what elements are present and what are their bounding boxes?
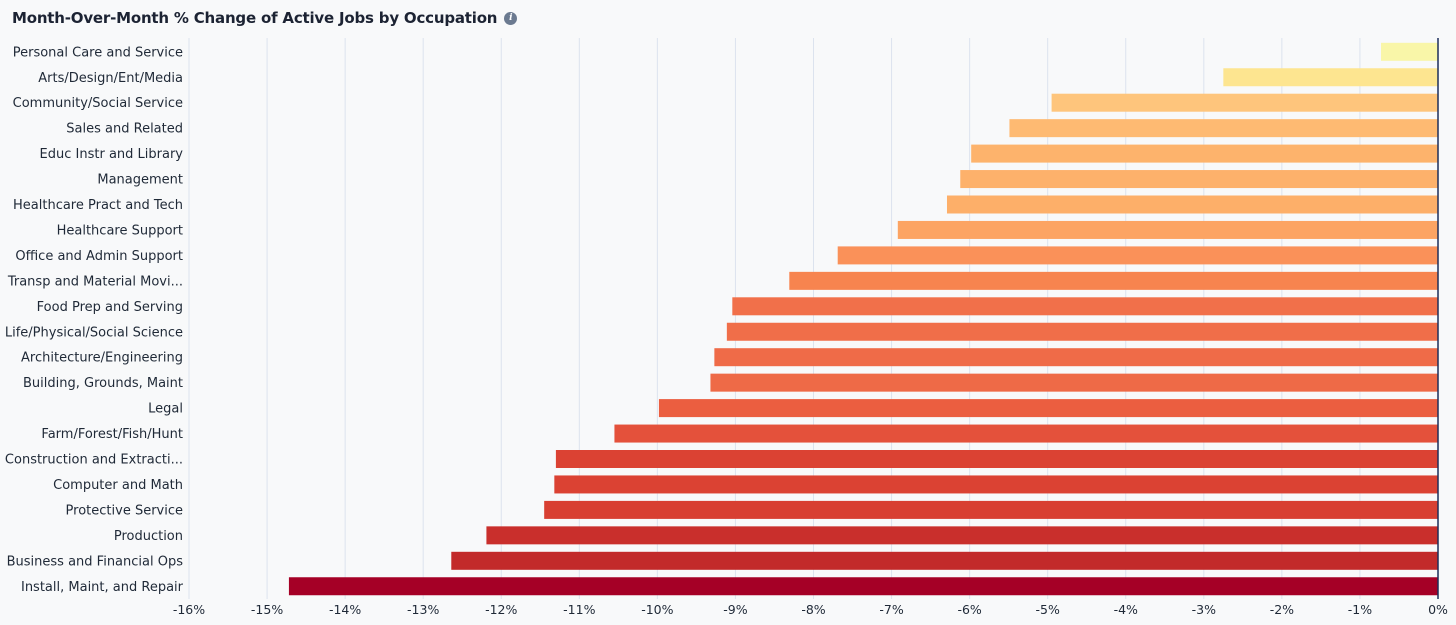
bar[interactable] — [726, 322, 1438, 341]
bars — [288, 42, 1439, 596]
category-label: Personal Care and Service — [13, 45, 183, 60]
x-tick-label: -9% — [723, 602, 747, 617]
category-label: Office and Admin Support — [15, 249, 183, 264]
chart-title: Month-Over-Month % Change of Active Jobs… — [12, 9, 498, 27]
bar[interactable] — [555, 450, 1438, 468]
category-label: Building, Grounds, Maint — [23, 376, 183, 391]
bar[interactable] — [544, 500, 1438, 519]
category-label: Sales and Related — [66, 122, 183, 137]
x-tick-label: -15% — [251, 602, 283, 617]
x-tick-label: -4% — [1114, 602, 1138, 617]
bar[interactable] — [486, 526, 1439, 545]
bar[interactable] — [710, 373, 1438, 392]
category-label: Management — [97, 173, 183, 188]
bar[interactable] — [1009, 119, 1438, 138]
category-label: Food Prep and Serving — [37, 300, 183, 315]
bar[interactable] — [897, 220, 1438, 239]
bar[interactable] — [732, 297, 1438, 316]
bar[interactable] — [1223, 68, 1438, 87]
category-label: Computer and Math — [53, 478, 183, 493]
bar[interactable] — [658, 399, 1438, 418]
bar[interactable] — [1381, 42, 1438, 61]
bar[interactable] — [1051, 93, 1438, 112]
bar[interactable] — [614, 424, 1438, 443]
x-tick-label: -7% — [879, 602, 903, 617]
x-tick-label: 0% — [1428, 602, 1448, 617]
bar[interactable] — [960, 170, 1438, 189]
category-label: Healthcare Support — [57, 223, 183, 238]
x-tick-label: -13% — [407, 602, 439, 617]
category-label: Arts/Design/Ent/Media — [38, 71, 183, 86]
x-tick-label: -12% — [485, 602, 517, 617]
x-tick-label: -6% — [957, 602, 981, 617]
bar[interactable] — [714, 348, 1438, 367]
x-tick-label: -11% — [563, 602, 595, 617]
x-tick-label: -8% — [801, 602, 825, 617]
info-icon[interactable]: i — [504, 11, 518, 25]
bar[interactable] — [288, 577, 1438, 596]
x-tick-label: -10% — [641, 602, 673, 617]
bar[interactable] — [837, 246, 1438, 265]
category-label: Protective Service — [66, 503, 183, 518]
bar[interactable] — [451, 551, 1438, 570]
category-label: Farm/Forest/Fish/Hunt — [41, 427, 183, 442]
x-tick-label: -14% — [329, 602, 361, 617]
bar[interactable] — [971, 144, 1438, 163]
category-label: Architecture/Engineering — [21, 351, 183, 366]
category-label: Community/Social Service — [13, 96, 183, 111]
x-tick-label: -3% — [1192, 602, 1216, 617]
x-tick-label: -2% — [1270, 602, 1294, 617]
category-label: Install, Maint, and Repair — [21, 580, 184, 595]
category-label: Healthcare Pract and Tech — [13, 198, 183, 213]
chart-header: Month-Over-Month % Change of Active Jobs… — [12, 9, 518, 27]
x-axis-tick-labels: -16% -15% -14% -13% -12% -11% -10% -9% -8% -7% -6%… — [173, 602, 1448, 617]
category-label: Educ Instr and Library — [40, 147, 184, 162]
category-label: Construction and Extracti... — [5, 453, 183, 468]
category-labels: Personal Care and Service Arts/Design/Ent… — [5, 45, 184, 594]
category-label: Business and Financial Ops — [7, 554, 184, 569]
category-label: Legal — [148, 402, 183, 417]
bar[interactable] — [789, 271, 1438, 290]
bar[interactable] — [554, 475, 1438, 494]
bar[interactable] — [946, 195, 1438, 214]
category-label: Production — [114, 529, 183, 544]
x-tick-label: -16% — [173, 602, 205, 617]
x-tick-label: -1% — [1348, 602, 1372, 617]
category-label: Transp and Material Movi... — [7, 274, 183, 289]
x-tick-label: -5% — [1036, 602, 1060, 617]
category-label: Life/Physical/Social Science — [5, 325, 183, 340]
